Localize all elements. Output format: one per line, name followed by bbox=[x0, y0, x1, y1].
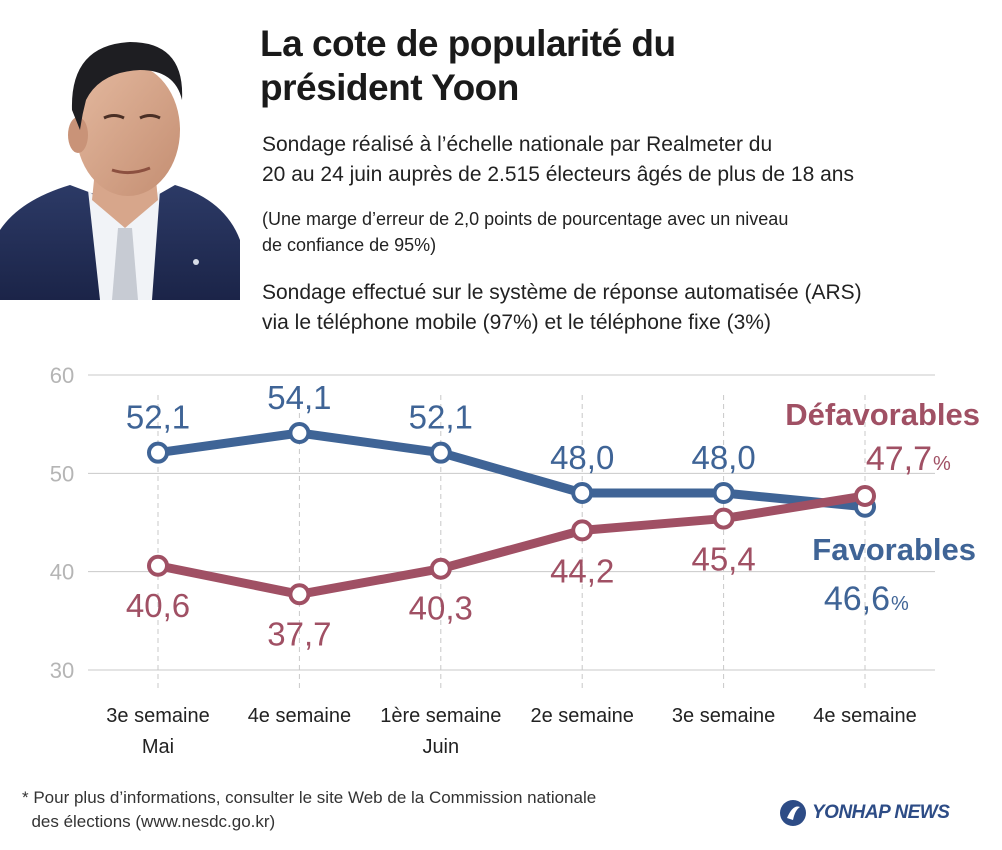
data-label: 44,2 bbox=[550, 552, 614, 589]
survey-line: Sondage réalisé à l’échelle nationale pa… bbox=[262, 133, 773, 156]
method-line: Sondage effectué sur le système de répon… bbox=[262, 281, 862, 304]
data-point bbox=[712, 482, 735, 504]
series-line bbox=[153, 428, 870, 512]
footnote-line: * Pour plus d’informations, consulter le… bbox=[22, 788, 597, 807]
data-point bbox=[854, 484, 876, 507]
data-label: 48,0 bbox=[691, 439, 755, 476]
footnote-line: des élections (www.nesdc.go.kr) bbox=[22, 812, 276, 831]
margin-of-error-note: (Une marge d’erreur de 2,0 points de pou… bbox=[262, 206, 992, 258]
margin-line: (Une marge d’erreur de 2,0 points de pou… bbox=[262, 209, 789, 229]
y-tick-label: 40 bbox=[50, 560, 74, 585]
x-tick-label: 4e semaine bbox=[813, 705, 916, 727]
series-line bbox=[153, 491, 870, 599]
unit-label: % bbox=[891, 593, 909, 615]
y-tick-label: 60 bbox=[50, 363, 74, 388]
data-point bbox=[571, 519, 594, 542]
popularity-line-chart: 30 40 50 60 3e semaine Mai 4e semaine 1ère sema… bbox=[50, 363, 980, 758]
data-label: 45,4 bbox=[691, 541, 755, 578]
survey-description: Sondage réalisé à l’échelle nationale pa… bbox=[262, 130, 992, 190]
unit-label: % bbox=[933, 453, 951, 475]
x-tick-label: 3e semaine bbox=[106, 705, 209, 727]
yonhap-emblem-icon bbox=[780, 800, 806, 826]
logo-text: YONHAP NEWS bbox=[812, 802, 950, 823]
data-label: 40,6 bbox=[126, 587, 190, 624]
data-point bbox=[147, 441, 169, 464]
title-line: La cote de popularité du bbox=[260, 23, 676, 64]
x-tick-label: 1ère semaine bbox=[380, 705, 501, 727]
portrait-photo bbox=[0, 0, 240, 312]
data-label: 47,7 bbox=[866, 440, 932, 478]
margin-line: de confiance de 95%) bbox=[262, 235, 437, 255]
data-label: 40,3 bbox=[409, 590, 473, 627]
data-point bbox=[429, 557, 452, 580]
title-line: président Yoon bbox=[260, 67, 519, 108]
data-point bbox=[288, 422, 311, 445]
yonhap-logo: YONHAP NEWS bbox=[778, 798, 950, 828]
data-point bbox=[288, 583, 311, 606]
survey-line: 20 au 24 juin auprès de 2.515 électeurs … bbox=[262, 163, 854, 186]
data-label: 52,1 bbox=[126, 399, 190, 436]
method-line: via le téléphone mobile (97%) et le télé… bbox=[262, 311, 771, 334]
y-tick-label: 50 bbox=[50, 461, 74, 486]
data-point bbox=[712, 507, 735, 530]
data-label: 52,1 bbox=[409, 399, 473, 436]
x-tick-label: 2e semaine bbox=[530, 705, 633, 727]
x-tick-label: Juin bbox=[422, 736, 459, 758]
data-point bbox=[147, 554, 169, 577]
y-tick-label: 30 bbox=[50, 658, 74, 683]
data-point bbox=[429, 441, 452, 464]
x-tick-label: 4e semaine bbox=[248, 705, 351, 727]
x-tick-label: Mai bbox=[142, 736, 174, 758]
x-tick-label: 3e semaine bbox=[672, 705, 775, 727]
data-label: 54,1 bbox=[267, 379, 331, 416]
footnote: * Pour plus d’informations, consulter le… bbox=[22, 786, 596, 834]
data-label: 37,7 bbox=[267, 615, 331, 652]
series-name-label: Défavorables bbox=[785, 397, 980, 432]
data-label: 48,0 bbox=[550, 439, 614, 476]
series-name-label: Favorables bbox=[812, 532, 976, 567]
method-description: Sondage effectué sur le système de répon… bbox=[262, 278, 992, 338]
data-label: 46,6 bbox=[824, 580, 890, 618]
page-title: La cote de popularité du président Yoon bbox=[260, 22, 860, 110]
data-point bbox=[571, 482, 594, 504]
